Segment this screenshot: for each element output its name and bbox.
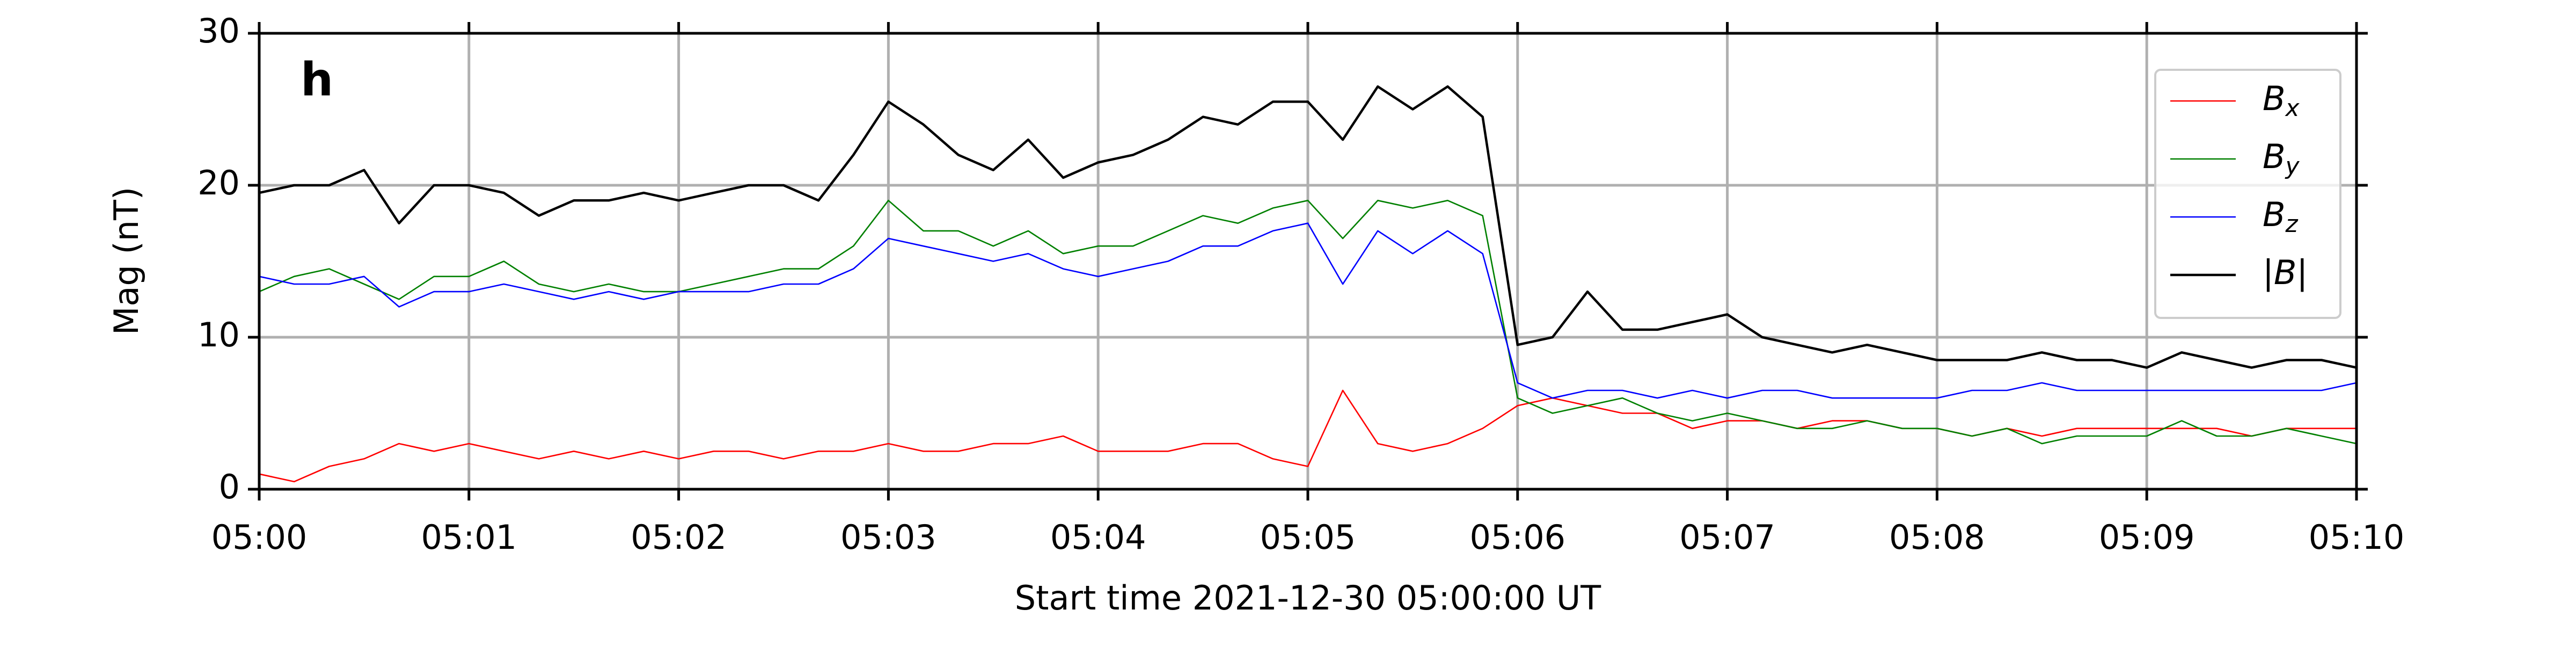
y-tick-label: 20 [197,163,240,202]
legend-label: |B| [2263,253,2308,293]
y-tick-label: 30 [197,11,240,50]
data-line [259,222,2357,399]
legend-label: Bz [2263,195,2299,238]
legend-label: Bx [2263,79,2300,122]
y-tick-label: 10 [197,315,240,354]
panel-label: h [301,53,333,106]
data-line [259,85,2357,369]
x-tick-label: 05:07 [1679,518,1775,557]
x-tick-label: 05:00 [211,518,308,557]
x-tick-label: 05:04 [1050,518,1146,557]
x-tick-label: 05:01 [421,518,517,557]
x-axis-label: Start time 2021-12-30 05:00:00 UT [1015,578,1602,618]
plot-frame [258,32,2358,491]
x-tick-label: 05:05 [1260,518,1356,557]
x-tick-label: 05:02 [631,518,727,557]
legend-label: By [2263,137,2300,180]
data-line [259,200,2357,445]
y-axis-label: Mag (nT) [107,187,146,335]
legend-box [2154,69,2341,319]
x-tick-label: 05:08 [1889,518,1985,557]
y-tick-label: 0 [219,467,240,506]
x-tick-label: 05:09 [2099,518,2195,557]
x-tick-label: 05:10 [2309,518,2405,557]
x-tick-label: 05:06 [1469,518,1565,557]
x-tick-label: 05:03 [840,518,936,557]
